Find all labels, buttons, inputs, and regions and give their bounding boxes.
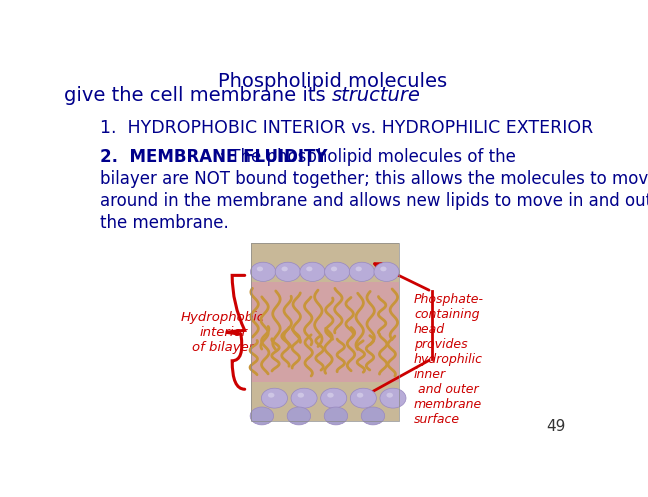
Circle shape bbox=[331, 266, 337, 271]
Circle shape bbox=[257, 266, 263, 271]
Text: Phosphate-
containing
head
provides
hydrophilic
inner
 and outer
membrane
surfac: Phosphate- containing head provides hydr… bbox=[414, 293, 484, 426]
Circle shape bbox=[306, 266, 312, 271]
Bar bbox=[251, 244, 399, 421]
Circle shape bbox=[251, 262, 275, 281]
Circle shape bbox=[386, 393, 393, 398]
Circle shape bbox=[281, 266, 288, 271]
Circle shape bbox=[380, 266, 387, 271]
Circle shape bbox=[321, 388, 347, 408]
Text: : The phospholipid molecules of the: : The phospholipid molecules of the bbox=[214, 148, 516, 166]
Text: 1.  HYDROPHOBIC INTERIOR vs. HYDROPHILIC EXTERIOR: 1. HYDROPHOBIC INTERIOR vs. HYDROPHILIC … bbox=[100, 119, 594, 137]
Circle shape bbox=[297, 393, 304, 398]
Circle shape bbox=[357, 393, 364, 398]
Circle shape bbox=[275, 262, 301, 281]
Circle shape bbox=[250, 407, 273, 425]
Circle shape bbox=[261, 388, 288, 408]
Circle shape bbox=[291, 388, 317, 408]
Bar bbox=[251, 282, 399, 382]
Circle shape bbox=[327, 393, 334, 398]
Circle shape bbox=[356, 266, 362, 271]
Bar bbox=[251, 244, 399, 421]
Text: give the cell membrane its: give the cell membrane its bbox=[64, 86, 332, 105]
Text: 49: 49 bbox=[546, 419, 566, 434]
Text: bilayer are NOT bound together; this allows the molecules to move: bilayer are NOT bound together; this all… bbox=[100, 170, 648, 188]
Circle shape bbox=[361, 407, 385, 425]
Circle shape bbox=[351, 388, 376, 408]
Circle shape bbox=[287, 407, 310, 425]
Circle shape bbox=[349, 262, 375, 281]
Circle shape bbox=[380, 388, 406, 408]
Text: structure: structure bbox=[332, 86, 421, 105]
Text: 2.  MEMBRANE FLUIDITY: 2. MEMBRANE FLUIDITY bbox=[100, 148, 328, 166]
Text: the membrane.: the membrane. bbox=[100, 214, 229, 232]
Text: around in the membrane and allows new lipids to move in and out of: around in the membrane and allows new li… bbox=[100, 192, 648, 210]
Circle shape bbox=[324, 407, 348, 425]
Text: Phospholipid molecules: Phospholipid molecules bbox=[218, 72, 446, 91]
Circle shape bbox=[300, 262, 325, 281]
Circle shape bbox=[374, 262, 399, 281]
Circle shape bbox=[268, 393, 275, 398]
Text: Hydrophobic
interior
of bilayer: Hydrophobic interior of bilayer bbox=[181, 311, 265, 354]
Circle shape bbox=[325, 262, 350, 281]
